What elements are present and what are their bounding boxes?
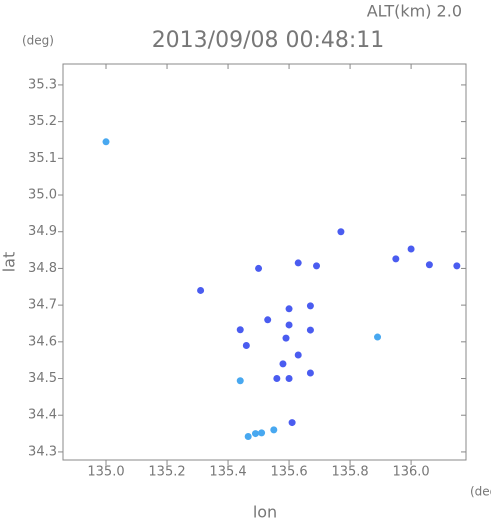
y-tick-label: 34.4	[28, 408, 57, 423]
echo-point	[285, 321, 293, 329]
x-tick-label: 135.8	[331, 465, 368, 480]
y-unit: (deg)	[22, 34, 54, 48]
y-tick-label: 35.2	[28, 114, 57, 129]
y-tick-label: 34.7	[28, 298, 57, 313]
x-tick-label: 135.0	[87, 465, 124, 480]
chart-title: 2013/09/08 00:48:11	[152, 28, 385, 53]
echo-point	[294, 259, 302, 267]
echo-point	[255, 264, 263, 272]
echo-point	[258, 429, 266, 437]
y-tick-label: 34.3	[28, 444, 57, 459]
echo-point	[306, 326, 314, 334]
y-tick-label: 35.1	[28, 151, 57, 166]
echo-point	[252, 430, 260, 438]
echo-point	[407, 245, 415, 253]
echo-point	[392, 255, 400, 263]
echo-point	[374, 333, 382, 341]
echo-point	[102, 138, 110, 146]
y-tick-label: 34.8	[28, 261, 57, 276]
y-tick-label: 34.9	[28, 224, 57, 239]
echo-point	[453, 262, 461, 270]
echo-point	[279, 360, 287, 368]
echo-point	[244, 433, 252, 441]
echo-point	[197, 286, 205, 294]
x-axis-label: lon	[253, 503, 277, 521]
y-tick-label: 35.3	[28, 77, 57, 92]
echo-point	[288, 419, 296, 427]
echo-point	[236, 326, 244, 334]
x-tick-label: 136.0	[392, 465, 429, 480]
x-unit: (deg)	[470, 485, 491, 499]
plot-frame	[62, 63, 467, 461]
y-tick-label: 34.5	[28, 371, 57, 386]
y-tick-label: 35.0	[28, 188, 57, 203]
echo-point	[337, 228, 345, 236]
echo-point	[285, 375, 293, 383]
echo-point	[264, 316, 272, 324]
x-tick-label: 135.6	[270, 465, 307, 480]
y-tick-label: 34.6	[28, 334, 57, 349]
echo-point	[270, 426, 278, 434]
echo-point	[425, 261, 433, 269]
x-tick-label: 135.4	[209, 465, 246, 480]
altitude-label: ALT(km) 2.0	[367, 2, 462, 21]
echo-point	[294, 351, 302, 359]
x-tick-label: 135.2	[148, 465, 185, 480]
echo-point	[236, 377, 244, 385]
echo-point	[242, 341, 250, 349]
echo-point	[273, 375, 281, 383]
echo-point	[282, 334, 290, 342]
y-axis-label: lat	[0, 252, 19, 273]
echo-point	[306, 369, 314, 377]
echo-point	[306, 302, 314, 310]
echo-point	[313, 262, 321, 270]
echo-point	[285, 305, 293, 313]
